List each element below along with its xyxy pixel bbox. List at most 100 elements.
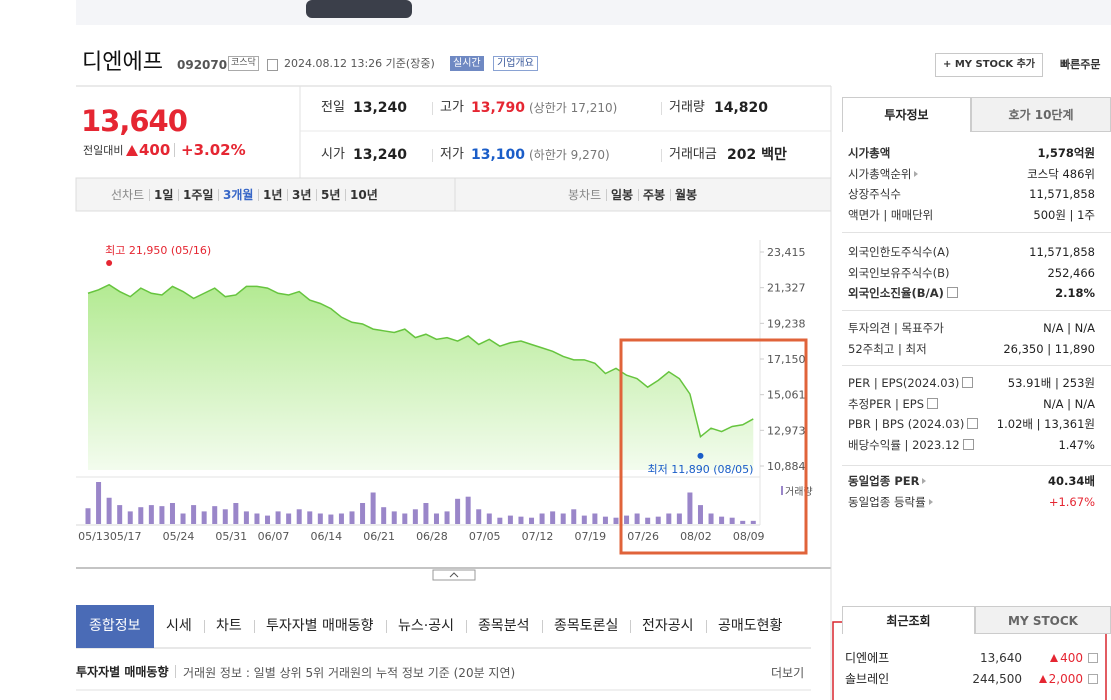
volume-bar bbox=[655, 516, 661, 524]
volume-bar bbox=[529, 517, 535, 524]
volume-bar bbox=[127, 511, 133, 524]
volume-bar bbox=[169, 503, 175, 524]
quote-note: (하한가 9,270) bbox=[529, 148, 610, 162]
more-link[interactable]: 더보기 bbox=[771, 666, 805, 680]
quote-value: 13,100 bbox=[471, 147, 526, 163]
low-marker bbox=[697, 452, 704, 459]
quote-value: 14,820 bbox=[714, 100, 769, 116]
separator bbox=[466, 620, 467, 633]
volume-bar bbox=[497, 517, 503, 524]
volume-bar bbox=[602, 516, 608, 524]
volume-bar bbox=[550, 511, 556, 524]
help-icon[interactable] bbox=[962, 377, 973, 388]
chart-tab[interactable]: 월봉 bbox=[675, 188, 698, 202]
info-label: 액면가 | 매매단위 bbox=[848, 208, 934, 223]
volume-bar bbox=[85, 508, 91, 524]
volume-legend-swatch bbox=[781, 486, 783, 495]
x-tick-label: 06/14 bbox=[310, 530, 342, 543]
help-icon[interactable] bbox=[947, 287, 958, 299]
chart-tab[interactable]: 1주일 bbox=[183, 188, 214, 202]
separator bbox=[175, 665, 176, 678]
volume-bar bbox=[412, 509, 418, 524]
chart-tab[interactable]: 5년 bbox=[321, 188, 341, 202]
volume-bar bbox=[613, 517, 619, 524]
chart-tab[interactable]: 3년 bbox=[292, 188, 312, 202]
help-icon[interactable] bbox=[967, 418, 978, 430]
volume-bar bbox=[592, 513, 598, 524]
chart-tab[interactable]: 주봉 bbox=[643, 188, 666, 202]
x-tick-label: 08/09 bbox=[733, 530, 765, 543]
help-icon[interactable] bbox=[927, 397, 938, 409]
chart-tab[interactable]: 1년 bbox=[263, 188, 283, 202]
help-icon[interactable] bbox=[963, 439, 974, 451]
nav-tab[interactable]: 차트 bbox=[216, 618, 242, 634]
divider bbox=[842, 365, 1111, 366]
sidebar-tab[interactable]: 호가 10단계 bbox=[971, 97, 1111, 132]
sidebar-tab[interactable]: MY STOCK bbox=[975, 606, 1111, 634]
volume-bar bbox=[486, 513, 492, 524]
chart-tab[interactable]: 3개월 bbox=[223, 188, 254, 202]
chart-tab[interactable]: 일봉 bbox=[611, 188, 634, 202]
x-tick-label: 05/31 bbox=[215, 530, 247, 543]
quote-label: 거래량 bbox=[669, 100, 705, 115]
info-value: N/A | N/A bbox=[1043, 321, 1095, 335]
separator bbox=[345, 189, 346, 201]
volume-bar bbox=[191, 505, 197, 524]
volume-bar bbox=[391, 511, 397, 524]
up-arrow-icon bbox=[126, 145, 138, 156]
divider bbox=[842, 232, 1111, 233]
recent-name[interactable]: 솔브레인 bbox=[845, 672, 890, 686]
nav-tab[interactable]: 시세 bbox=[166, 618, 192, 634]
recent-name[interactable]: 디엔에프 bbox=[845, 651, 890, 665]
nav-tab[interactable]: 투자자별 매매동향 bbox=[266, 618, 374, 634]
separator bbox=[316, 189, 317, 201]
volume-bar bbox=[666, 513, 672, 524]
nav-tab[interactable]: 종목분석 bbox=[478, 618, 530, 634]
remove-icon[interactable] bbox=[1088, 674, 1098, 684]
info-label: 투자의견 | 목표주가 bbox=[848, 321, 944, 335]
x-tick-label: 06/21 bbox=[363, 530, 395, 543]
volume-bar bbox=[634, 513, 640, 524]
nav-tab[interactable]: 공매도현황 bbox=[718, 618, 783, 634]
nav-tab[interactable]: 전자공시 bbox=[642, 618, 694, 634]
info-label: 추정PER | EPS bbox=[848, 396, 925, 411]
volume-bar bbox=[465, 496, 471, 524]
volume-bar bbox=[476, 509, 482, 524]
chart-tab[interactable]: 1일 bbox=[154, 188, 174, 202]
nav-tab[interactable]: 종합정보 bbox=[76, 605, 154, 648]
chart-tab[interactable]: 10년 bbox=[350, 188, 378, 202]
highlight-box bbox=[619, 338, 808, 555]
volume-bar bbox=[233, 503, 239, 524]
volume-bar bbox=[360, 503, 366, 524]
nav-tab[interactable]: 종목토론실 bbox=[554, 618, 619, 634]
market-badge: 코스닥 bbox=[228, 56, 259, 71]
volume-bar bbox=[180, 513, 186, 524]
nav-tab[interactable]: 뉴스·공시 bbox=[398, 618, 454, 634]
info-label: 동일업종 등락률 bbox=[848, 494, 926, 509]
volume-bar bbox=[687, 492, 693, 524]
company-info-button[interactable]: 기업개요 bbox=[493, 56, 538, 71]
info-label: 상장주식수 bbox=[848, 187, 901, 202]
sidebar-tab[interactable]: 투자정보 bbox=[842, 97, 971, 132]
info-value: 26,350 | 11,890 bbox=[1003, 341, 1095, 356]
x-tick-label: 07/26 bbox=[627, 530, 659, 543]
change-amount: 400 bbox=[139, 141, 171, 159]
volume-bar bbox=[201, 511, 207, 524]
volume-bar bbox=[719, 516, 725, 524]
up-arrow-icon bbox=[1039, 675, 1047, 683]
volume-bar bbox=[370, 492, 376, 524]
realtime-badge[interactable]: 실시간 bbox=[450, 56, 484, 71]
separator bbox=[670, 189, 671, 201]
separator bbox=[630, 620, 631, 633]
collapse-button[interactable] bbox=[432, 569, 476, 581]
separator bbox=[218, 189, 219, 201]
remove-icon[interactable] bbox=[1088, 653, 1098, 663]
sidebar-tab[interactable]: 최근조회 bbox=[842, 606, 975, 634]
volume-bar bbox=[729, 517, 735, 524]
volume-bar bbox=[444, 511, 450, 524]
quick-order[interactable]: 빠른주문 bbox=[1060, 58, 1101, 71]
info-value: 252,466 bbox=[1047, 265, 1095, 280]
arrow-icon bbox=[929, 498, 933, 505]
my-stock-button[interactable]: + MY STOCK 추가 bbox=[935, 53, 1043, 77]
